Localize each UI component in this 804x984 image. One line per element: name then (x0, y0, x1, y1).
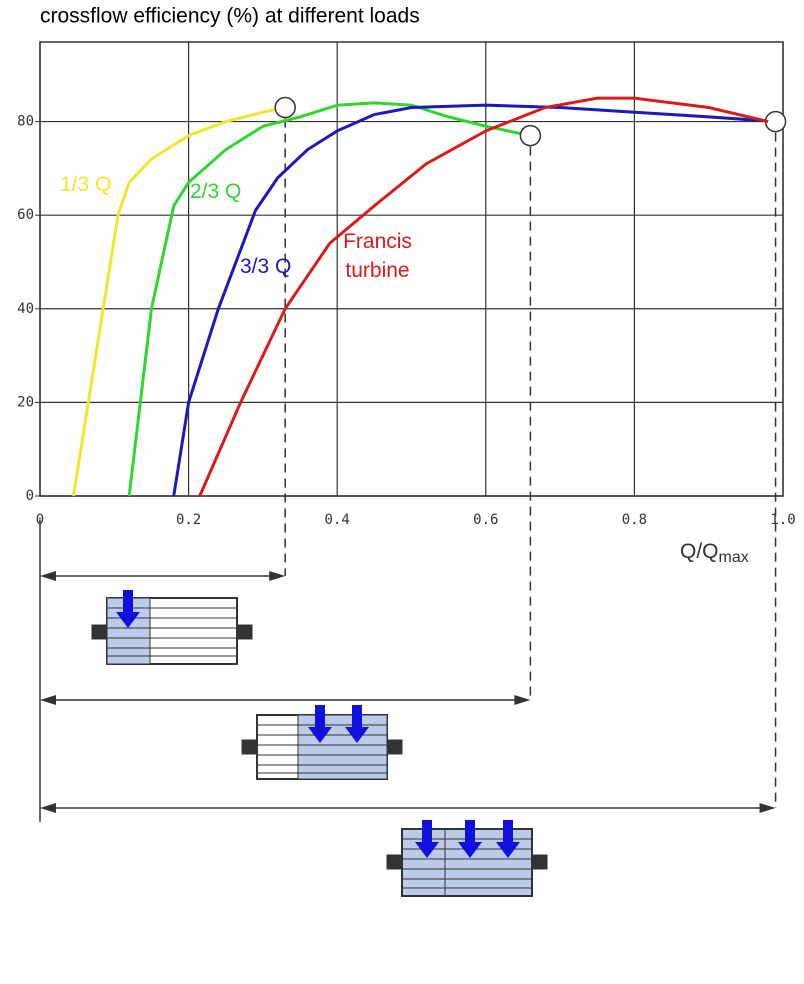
arrow-head (40, 571, 56, 581)
turbine-1 (91, 590, 253, 665)
y-tick-label: 80 (17, 114, 34, 130)
y-tick-label: 20 (17, 394, 34, 410)
end-marker (274, 96, 296, 119)
end-marker (519, 124, 542, 147)
chart-title: crossflow efficiency (%) at different lo… (40, 5, 420, 28)
series-label: 1/3 Q (60, 173, 112, 196)
series-line (198, 96, 769, 497)
x-tick-label: 0 (36, 512, 44, 528)
y-tick-label: 0 (26, 488, 34, 504)
series-label: Francis turbine (343, 230, 412, 282)
series-line (127, 101, 531, 497)
x-tick-label: 0.4 (325, 512, 350, 528)
arrow-head (40, 803, 56, 813)
arrow-head (40, 695, 56, 705)
x-tick-label: 0.6 (473, 512, 498, 528)
x-axis-label: Q/Qmax (680, 540, 749, 567)
x-label-main: Q/Q (680, 540, 719, 563)
x-tick-label: 0.2 (176, 512, 201, 528)
series-label: 3/3 Q (240, 255, 292, 278)
x-tick-label: 0.8 (622, 512, 647, 528)
series-line (71, 106, 286, 497)
arrow-head (269, 571, 286, 581)
y-tick-label: 40 (17, 301, 34, 317)
series-label: 2/3 Q (190, 180, 242, 203)
series-line (172, 103, 776, 497)
turbine-3 (386, 820, 548, 897)
y-tick-label: 60 (17, 207, 34, 223)
x-tick-label: 1.0 (770, 512, 795, 528)
end-marker (764, 110, 787, 133)
turbine-2 (241, 705, 403, 780)
x-label-sub: max (719, 549, 749, 566)
arrow-head (514, 695, 531, 705)
arrow-head (759, 803, 776, 813)
